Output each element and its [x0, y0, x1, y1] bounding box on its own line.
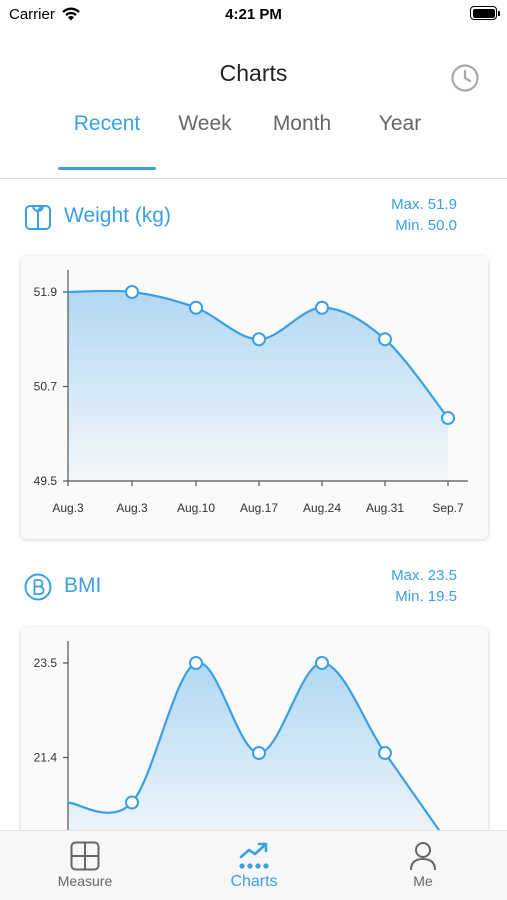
tab-month[interactable]: Month [272, 112, 332, 135]
x-tick-label: Aug.31 [366, 501, 404, 515]
x-tick-label: Aug.24 [303, 501, 341, 515]
weight-title: Weight (kg) [64, 204, 171, 227]
active-tab-indicator [58, 167, 156, 170]
period-tabs: Recent Week Month Year [0, 108, 507, 178]
tab-recent[interactable]: Recent [73, 112, 141, 135]
weight-chart: 51.9 50.7 49.5 Aug.3 Aug.3 Aug.10 Aug.17 Aug.24… [34, 270, 468, 515]
tab-bar-measure[interactable]: Measure [25, 831, 145, 900]
status-bar: Carrier 4:21 PM [0, 0, 507, 30]
data-point[interactable] [378, 746, 392, 760]
x-tick-label: Sep.7 [432, 501, 464, 515]
data-point[interactable] [315, 656, 329, 670]
page-title: Charts [219, 60, 288, 86]
tab-week[interactable]: Week [178, 112, 232, 135]
tab-bar-me[interactable]: Me [363, 831, 483, 900]
weight-stats: Max. 51.9 Min. 50.0 [391, 194, 457, 236]
bmi-stats: Max. 23.5 Min. 19.5 [391, 565, 457, 607]
x-tick-label: Aug.10 [177, 501, 215, 515]
battery-icon [470, 6, 500, 20]
status-time: 4:21 PM [225, 6, 282, 23]
bmi-b-icon [24, 573, 52, 601]
bmi-max: Max. 23.5 [391, 567, 457, 584]
data-point[interactable] [252, 746, 266, 760]
x-tick-label: Aug.3 [116, 501, 148, 515]
weight-chart-card: 51.9 50.7 49.5 Aug.3 Aug.3 Aug.10 Aug.17 Aug.24… [21, 256, 488, 539]
wifi-icon [62, 7, 80, 21]
weight-min: Min. 50.0 [395, 217, 457, 234]
grid-icon [70, 841, 100, 871]
data-point[interactable] [378, 332, 392, 347]
tab-bar-charts[interactable]: Charts [194, 831, 314, 900]
carrier-label: Carrier [9, 6, 55, 23]
bmi-title: BMI [64, 574, 102, 597]
header-divider [0, 178, 507, 179]
bottom-tab-bar: Measure Charts Me [0, 830, 507, 900]
bmi-min: Min. 19.5 [395, 588, 457, 605]
y-tick-label: 50.7 [34, 380, 58, 394]
y-tick-label: 51.9 [34, 285, 58, 299]
y-tick-label: 49.5 [34, 474, 58, 488]
weight-max: Max. 51.9 [391, 196, 457, 213]
x-tick-label: Aug.3 [52, 501, 84, 515]
tab-bar-measure-label: Measure [57, 873, 113, 889]
y-tick-label: 23.5 [34, 656, 58, 670]
data-point[interactable] [189, 656, 203, 670]
tab-year[interactable]: Year [378, 112, 422, 135]
scale-icon [25, 205, 51, 230]
trend-chart-icon [239, 842, 269, 869]
area-fill-series-0 [68, 290, 448, 481]
data-point[interactable] [252, 332, 266, 347]
data-point[interactable] [441, 411, 455, 425]
tab-bar-charts-label: Charts [230, 873, 278, 890]
data-point[interactable] [125, 285, 139, 299]
person-icon [410, 842, 436, 871]
data-point[interactable] [125, 795, 139, 810]
y-tick-label: 21.4 [34, 751, 58, 765]
clock-icon[interactable] [450, 63, 480, 93]
data-point[interactable] [315, 300, 329, 315]
x-tick-label: Aug.17 [240, 501, 278, 515]
data-point[interactable] [189, 300, 203, 315]
tab-bar-me-label: Me [413, 873, 433, 889]
